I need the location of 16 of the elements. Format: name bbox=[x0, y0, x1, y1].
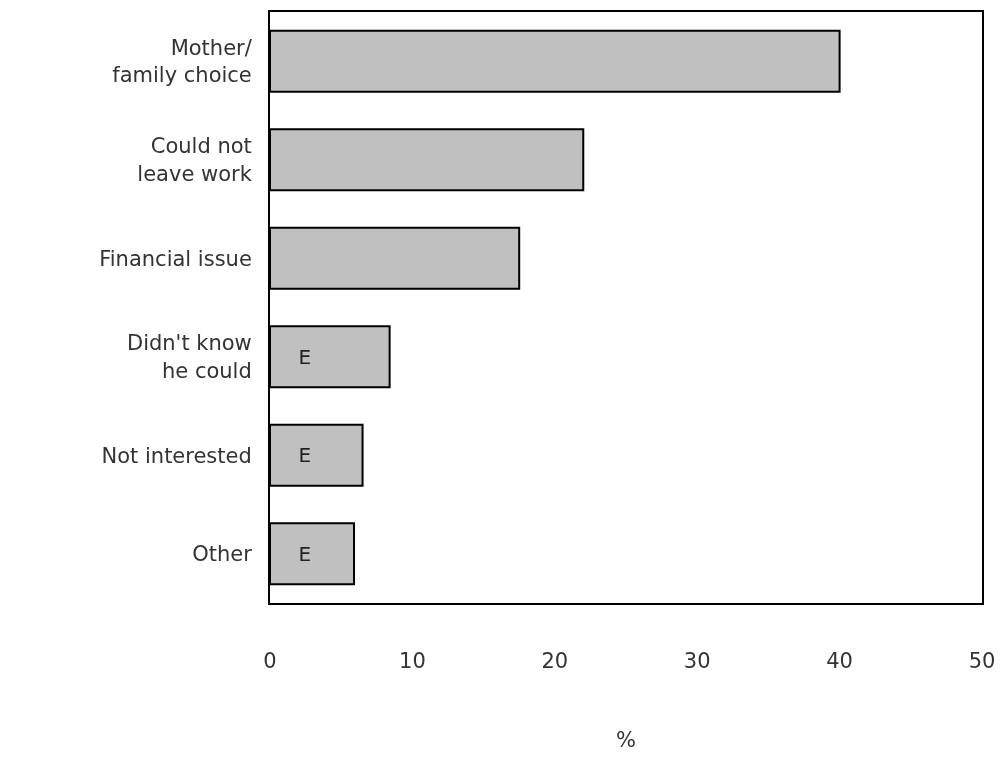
y-tick-label: Not interested bbox=[101, 443, 252, 468]
y-tick-label: Mother/ family choice bbox=[112, 35, 253, 88]
y-tick-label: Didn't know he could bbox=[126, 331, 252, 383]
data-label: E bbox=[273, 443, 312, 468]
x-tick-label: 30 bbox=[683, 649, 711, 674]
y-tick-label: Other bbox=[192, 542, 253, 567]
x-tick-label: 0 bbox=[263, 649, 277, 674]
x-tick-label: 10 bbox=[399, 649, 426, 674]
x-tick-label: 20 bbox=[541, 649, 569, 674]
y-tick-label: Could not leave work bbox=[137, 134, 253, 186]
data-label: E bbox=[273, 541, 312, 566]
data-label: E bbox=[273, 344, 312, 369]
x-tick-label: 50 bbox=[968, 649, 996, 674]
x-axis-title: % bbox=[616, 727, 636, 752]
y-tick-label: Financial issue bbox=[99, 246, 252, 271]
x-tick-label: 40 bbox=[826, 649, 853, 674]
